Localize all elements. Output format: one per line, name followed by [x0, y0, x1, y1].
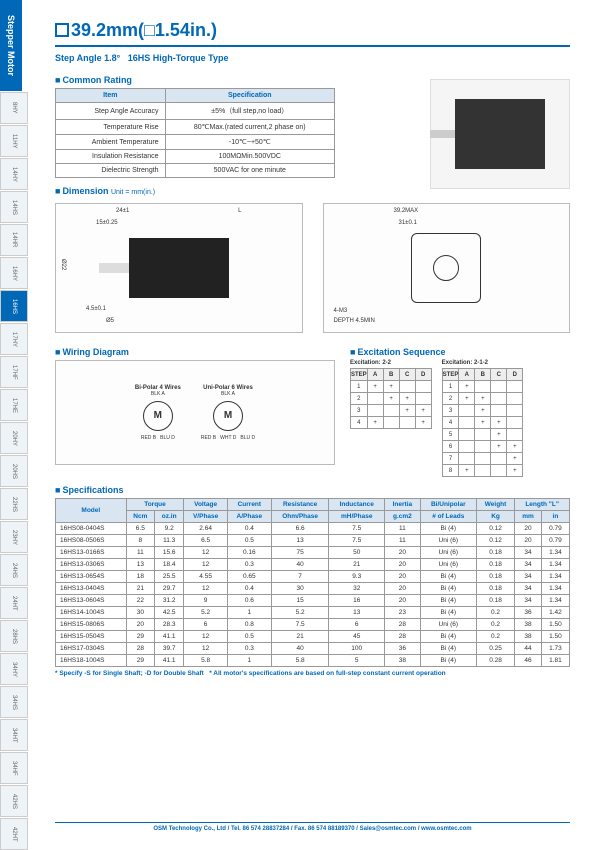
table-row: 16HS13-0654S1825.54.550.6579.320Bi (4)0.… [56, 571, 570, 583]
table-row: Step Angle Accuracy±5%（full step,no load… [56, 103, 335, 120]
table-row: 16HS08-0404S6.59.22.640.46.67.511Bi (4)0… [56, 523, 570, 535]
side-tab-16HY[interactable]: 16HY [0, 257, 28, 289]
table-row: 1+ [442, 381, 523, 393]
side-tab-42HS[interactable]: 42HS [0, 785, 28, 817]
side-tab-42HT[interactable]: 42HT [0, 818, 28, 850]
table-row: Dielectric Strength500VAC for one minute [56, 164, 335, 178]
table-row: 3++ [351, 405, 432, 417]
side-tab-14HY[interactable]: 14HY [0, 158, 28, 190]
side-tab-28HS[interactable]: 28HS [0, 620, 28, 652]
table-row: 2++ [351, 393, 432, 405]
table-row: 16HS15-0504S2941.1120.5214528Bi (4)0.238… [56, 631, 570, 643]
side-tab-20HS[interactable]: 20HS [0, 455, 28, 487]
table-row: 7+ [442, 453, 523, 465]
side-tab-34HY[interactable]: 34HY [0, 653, 28, 685]
side-tab-17HF[interactable]: 17HF [0, 356, 28, 388]
table-row: Temperature Rise80℃Max.(rated current,2 … [56, 120, 335, 135]
side-tab-17HE[interactable]: 17HE [0, 389, 28, 421]
side-tab-20HY[interactable]: 20HY [0, 422, 28, 454]
table-row: 16HS15-0806S2028.360.87.5628Uni (6)0.238… [56, 619, 570, 631]
section-wiring: Wiring Diagram [55, 347, 335, 357]
table-row: 4++ [442, 417, 523, 429]
side-tab-34HF[interactable]: 34HF [0, 752, 28, 784]
section-dimension: Dimension Unit = mm(in.) [55, 186, 335, 196]
dimension-side-view: 24±1 15±0.25 L Ø22 4.5±0.1 Ø5 [55, 203, 303, 333]
table-row: 16HS13-0604S2231.290.6151620Bi (4)0.1834… [56, 595, 570, 607]
table-row: 3+ [442, 405, 523, 417]
dimension-front-view: 39.2MAX 31±0.1 4-M3 DEPTH 4.5MIN [323, 203, 571, 333]
section-common-rating: Common Rating [55, 75, 335, 85]
table-row: 16HS17-0304S2839.7120.34010036Bi (4)0.25… [56, 643, 570, 655]
table-row: 16HS13-0166S1115.6120.16755020Uni (6)0.1… [56, 547, 570, 559]
side-tab-14HS[interactable]: 14HS [0, 191, 28, 223]
side-tab-8HY[interactable]: 8HY [0, 92, 28, 124]
table-row: 16HS13-0306S1318.4120.3402120Uni (6)0.18… [56, 559, 570, 571]
motor-photo [430, 79, 570, 189]
page-title: 39.2mm(□1.54in.) [55, 20, 570, 41]
specs-table: ModelTorqueVoltageCurrentResistanceInduc… [55, 498, 570, 667]
side-tab-24HS[interactable]: 24HS [0, 554, 28, 586]
side-tab-14HR[interactable]: 14HR [0, 224, 28, 256]
side-tabs: Stepper Motor 8HY11HY14HY14HS14HR16HY16H… [0, 0, 28, 842]
side-tab-11HY[interactable]: 11HY [0, 125, 28, 157]
excitation-table-22: STEPABCD1++2++3++4++ [350, 368, 432, 429]
table-row: 4++ [351, 417, 432, 429]
common-rating-table: ItemSpecification Step Angle Accuracy±5%… [55, 88, 335, 178]
page-footer: OSM Technology Co., Ltd / Tel. 86 574 28… [55, 822, 570, 832]
side-tab-22HS[interactable]: 22HS [0, 488, 28, 520]
table-row: 2++ [442, 393, 523, 405]
section-specs: Specifications [55, 485, 570, 495]
specs-footnote: * Specify -S for Single Shaft; -D for Do… [55, 670, 570, 677]
side-tab-main: Stepper Motor [0, 0, 22, 91]
side-tab-34HS[interactable]: 34HS [0, 686, 28, 718]
wiring-diagram: Bi-Polar 4 Wires BLK A M RED B BLU D Uni… [55, 360, 335, 465]
side-tab-17HY[interactable]: 17HY [0, 323, 28, 355]
side-tab-16HS[interactable]: 16HS [0, 290, 28, 322]
table-row: 8++ [442, 465, 523, 477]
table-row: 6++ [442, 441, 523, 453]
table-row: 16HS14-1004S3042.55.215.21323Bi (4)0.236… [56, 607, 570, 619]
table-row: 16HS18-1004S2941.15.815.8538Bi (4)0.2846… [56, 655, 570, 667]
table-row: 16HS13-0404S2129.7120.4303220Bi (4)0.183… [56, 583, 570, 595]
section-excitation: Excitation Sequence [350, 347, 570, 357]
table-row: 5+ [442, 429, 523, 441]
table-row: Insulation Resistance100MΩMin.500VDC [56, 150, 335, 164]
subtitle: Step Angle 1.8° 16HS High-Torque Type [55, 53, 570, 63]
side-tab-34HT[interactable]: 34HT [0, 719, 28, 751]
table-row: 1++ [351, 381, 432, 393]
table-row: 16HS08-0506S811.36.50.5137.511Uni (6)0.1… [56, 535, 570, 547]
table-row: Ambient Temperature-10℃~+50℃ [56, 135, 335, 150]
side-tab-24HT[interactable]: 24HT [0, 587, 28, 619]
excitation-table-212: STEPABCD1+2++3+4++5+6++7+8++ [442, 368, 524, 477]
side-tab-23HY[interactable]: 23HY [0, 521, 28, 553]
